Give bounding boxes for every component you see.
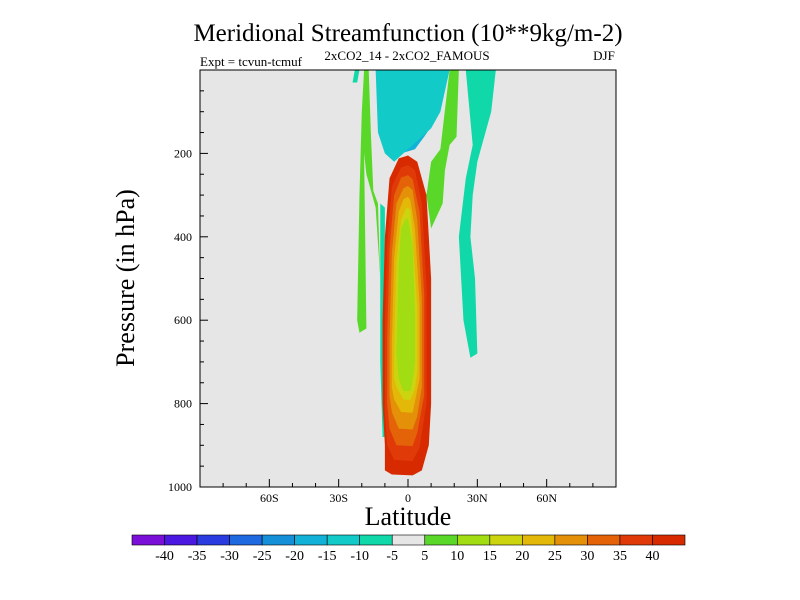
contour-positive-cell-core bbox=[396, 218, 415, 392]
colorbar-level-label: 35 bbox=[613, 549, 627, 564]
plot-area: 60S 30S 0 30N 60N 200 400 600 800 1000 bbox=[168, 69, 617, 505]
colorbar-swatch bbox=[489, 534, 523, 546]
contour-pos-right-strip bbox=[426, 70, 459, 229]
expt-label: Expt = tcvun-tcmuf bbox=[200, 54, 303, 69]
x-axis-label: Latitude bbox=[365, 502, 452, 531]
x-tick-label: 30S bbox=[329, 491, 348, 505]
x-tick-label: 30N bbox=[467, 491, 488, 505]
colorbar-level-label: -35 bbox=[188, 549, 207, 564]
colorbar-level-label: -15 bbox=[318, 549, 337, 564]
contour-neg-small-left bbox=[352, 70, 360, 83]
contour-fills bbox=[352, 70, 496, 476]
colorbar-swatch bbox=[294, 534, 328, 546]
y-tick-label: 200 bbox=[174, 146, 192, 160]
colorbar-swatch bbox=[554, 534, 588, 546]
y-tick-label: 1000 bbox=[168, 480, 192, 494]
colorbar-level-label: 25 bbox=[548, 549, 562, 564]
y-tick-label: 600 bbox=[174, 313, 192, 327]
contour-neg-upper-10 bbox=[375, 70, 450, 162]
experiment-comparison-label: 2xCO2_14 - 2xCO2_FAMOUS bbox=[324, 48, 489, 63]
contour-pos-left-strip bbox=[357, 70, 390, 471]
colorbar-swatch bbox=[652, 534, 686, 546]
colorbar: -40 -35 -30 -25 -20 -15 -10 -5 5 10 15 20 25 30 35 40 bbox=[131, 534, 686, 564]
colorbar-level-label: 15 bbox=[483, 549, 497, 564]
colorbar-swatch bbox=[522, 534, 556, 546]
x-tick-label: 0 bbox=[405, 491, 411, 505]
colorbar-swatch bbox=[131, 534, 165, 546]
colorbar-level-label: -5 bbox=[386, 549, 398, 564]
colorbar-level-label: 40 bbox=[645, 549, 659, 564]
colorbar-swatch bbox=[229, 534, 263, 546]
colorbar-swatch bbox=[359, 534, 393, 546]
y-tick-label: 400 bbox=[174, 230, 192, 244]
colorbar-swatch bbox=[326, 534, 361, 546]
colorbar-level-label: -25 bbox=[253, 549, 272, 564]
x-tick-label: 60S bbox=[260, 491, 279, 505]
chart-title: Meridional Streamfunction (10**9kg/m-2) bbox=[193, 20, 622, 47]
season-label: DJF bbox=[593, 48, 615, 63]
colorbar-level-label: 10 bbox=[450, 549, 464, 564]
y-axis-ticks: 200 400 600 800 1000 bbox=[168, 90, 208, 494]
colorbar-level-label: -40 bbox=[155, 549, 174, 564]
colorbar-level-label: 20 bbox=[515, 549, 529, 564]
colorbar-swatch bbox=[261, 534, 295, 546]
colorbar-swatch bbox=[456, 534, 491, 546]
colorbar-level-label: -30 bbox=[220, 549, 239, 564]
colorbar-level-label: 5 bbox=[421, 549, 428, 564]
colorbar-swatch bbox=[164, 534, 198, 546]
colorbar-level-label: -10 bbox=[350, 549, 369, 564]
y-axis-label: Pressure (in hPa) bbox=[111, 189, 140, 367]
colorbar-swatch bbox=[391, 534, 426, 546]
contour-neg-right-column bbox=[458, 70, 496, 358]
colorbar-swatch bbox=[424, 534, 458, 546]
y-tick-label: 800 bbox=[174, 397, 192, 411]
colorbar-swatch bbox=[587, 534, 621, 546]
colorbar-level-label: 30 bbox=[580, 549, 594, 564]
x-axis-ticks: 60S 30S 0 30N 60N bbox=[222, 479, 594, 505]
colorbar-swatch bbox=[619, 534, 653, 546]
colorbar-level-label: -20 bbox=[285, 549, 304, 564]
colorbar-swatch bbox=[196, 534, 230, 546]
x-tick-label: 60N bbox=[536, 491, 557, 505]
